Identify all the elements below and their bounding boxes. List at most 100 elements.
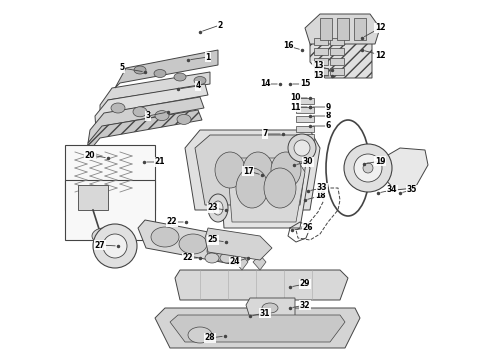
Text: 29: 29 — [300, 279, 310, 288]
Ellipse shape — [243, 152, 273, 188]
Text: 17: 17 — [243, 166, 253, 175]
Bar — [314, 58, 328, 65]
Ellipse shape — [344, 144, 392, 192]
Ellipse shape — [262, 303, 278, 313]
Ellipse shape — [103, 234, 127, 258]
Ellipse shape — [177, 114, 191, 125]
Bar — [330, 38, 344, 45]
Text: 30: 30 — [303, 158, 313, 166]
Polygon shape — [246, 298, 295, 318]
Text: 12: 12 — [375, 50, 385, 59]
Text: 21: 21 — [155, 158, 165, 166]
Text: 13: 13 — [313, 72, 323, 81]
Text: 31: 31 — [260, 309, 270, 318]
Text: 10: 10 — [290, 94, 300, 103]
Ellipse shape — [92, 228, 116, 244]
Polygon shape — [253, 255, 266, 270]
Polygon shape — [115, 50, 218, 88]
Polygon shape — [205, 228, 272, 260]
Text: 12: 12 — [375, 23, 385, 32]
Polygon shape — [305, 14, 380, 44]
Bar — [296, 107, 314, 113]
Ellipse shape — [264, 168, 296, 208]
Text: 24: 24 — [230, 257, 240, 266]
Text: 1: 1 — [205, 53, 211, 62]
Ellipse shape — [151, 227, 179, 247]
Ellipse shape — [155, 111, 169, 121]
Polygon shape — [228, 158, 305, 222]
Polygon shape — [88, 97, 204, 143]
Bar — [354, 18, 366, 40]
Bar — [314, 38, 328, 45]
Text: 6: 6 — [325, 122, 331, 130]
Text: 8: 8 — [325, 112, 331, 121]
Polygon shape — [138, 220, 248, 266]
Polygon shape — [100, 72, 210, 116]
Polygon shape — [235, 255, 248, 270]
Text: 32: 32 — [300, 301, 310, 310]
Polygon shape — [86, 110, 202, 155]
Polygon shape — [220, 152, 310, 228]
Ellipse shape — [111, 103, 125, 113]
Text: 9: 9 — [325, 103, 331, 112]
Polygon shape — [195, 135, 308, 205]
Bar — [337, 18, 349, 40]
Text: 22: 22 — [183, 253, 193, 262]
Polygon shape — [155, 308, 360, 348]
Ellipse shape — [220, 253, 234, 263]
Ellipse shape — [215, 152, 245, 188]
Text: 18: 18 — [315, 192, 325, 201]
Text: 27: 27 — [95, 240, 105, 249]
Ellipse shape — [188, 327, 212, 343]
Text: 28: 28 — [205, 333, 215, 342]
Polygon shape — [384, 148, 428, 190]
Ellipse shape — [134, 66, 146, 74]
Bar — [314, 48, 328, 55]
Text: 16: 16 — [283, 41, 293, 50]
Text: 23: 23 — [208, 203, 218, 212]
Polygon shape — [310, 28, 372, 78]
Bar — [330, 58, 344, 65]
Text: 4: 4 — [196, 81, 200, 90]
Polygon shape — [78, 185, 108, 210]
Polygon shape — [185, 130, 320, 210]
Text: 11: 11 — [290, 103, 300, 112]
Ellipse shape — [207, 241, 235, 261]
Text: 19: 19 — [375, 157, 385, 166]
Ellipse shape — [174, 73, 186, 81]
Bar — [330, 68, 344, 75]
Bar — [65, 180, 155, 240]
Ellipse shape — [354, 154, 382, 182]
Text: 26: 26 — [303, 224, 313, 233]
Bar — [65, 145, 155, 210]
Polygon shape — [170, 315, 345, 342]
Text: 5: 5 — [120, 63, 124, 72]
Text: 14: 14 — [260, 80, 270, 89]
Text: 3: 3 — [146, 112, 150, 121]
Bar — [314, 68, 328, 75]
Ellipse shape — [205, 253, 219, 263]
Text: 25: 25 — [208, 235, 218, 244]
Ellipse shape — [154, 69, 166, 77]
Bar — [320, 18, 332, 40]
Ellipse shape — [363, 163, 373, 173]
Text: 7: 7 — [262, 130, 268, 139]
Ellipse shape — [213, 201, 223, 215]
Ellipse shape — [179, 234, 207, 254]
Ellipse shape — [294, 140, 310, 156]
Text: 15: 15 — [300, 80, 310, 89]
Text: 2: 2 — [218, 21, 222, 30]
Text: 35: 35 — [407, 185, 417, 194]
Text: 20: 20 — [85, 150, 95, 159]
Bar — [296, 116, 314, 122]
Text: 13: 13 — [313, 62, 323, 71]
Ellipse shape — [194, 77, 206, 85]
Ellipse shape — [288, 134, 316, 162]
Text: 33: 33 — [317, 184, 327, 193]
Bar — [296, 134, 314, 140]
Bar — [296, 98, 314, 104]
Ellipse shape — [271, 152, 301, 188]
Text: 22: 22 — [167, 217, 177, 226]
Ellipse shape — [208, 194, 228, 222]
Ellipse shape — [133, 107, 147, 117]
